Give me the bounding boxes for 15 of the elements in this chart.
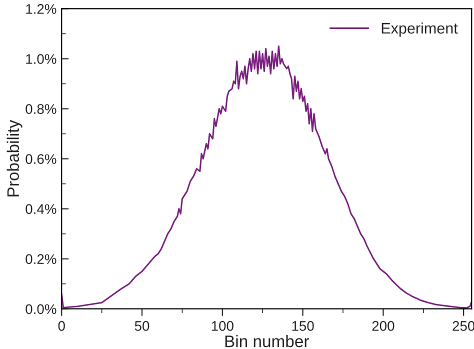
x-axis-title: Bin number (225, 335, 309, 348)
y-tick-label: 0.2% (26, 254, 56, 264)
x-tick-label: 100 (212, 321, 234, 331)
y-axis-title: Probability (6, 120, 22, 196)
x-tick-label: 150 (292, 321, 314, 331)
y-tick-label: 1.2% (26, 4, 56, 14)
legend-label: Experiment (382, 22, 458, 37)
y-tick-label: 0.6% (26, 154, 56, 164)
x-tick-label: 50 (134, 321, 150, 331)
x-tick-label: 200 (372, 321, 394, 331)
y-tick-label: 0.0% (26, 304, 56, 314)
y-tick-label: 0.4% (26, 204, 56, 214)
y-tick-label: 1.0% (26, 54, 56, 64)
x-tick-label: 0 (58, 321, 65, 331)
y-tick-label: 0.8% (26, 104, 56, 114)
